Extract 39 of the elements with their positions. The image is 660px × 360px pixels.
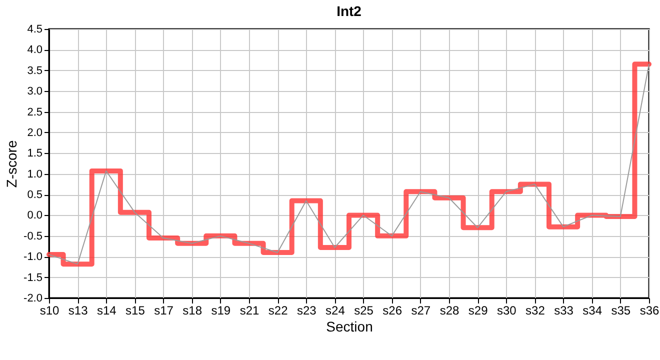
x-tick-label: s19 [211,304,231,318]
y-axis-title: Z-score [4,140,20,188]
y-tick-label: 4.0 [27,44,42,56]
x-tick-label: s30 [496,304,517,318]
x-tick-label: s32 [526,304,546,318]
y-tick-label: 0.5 [27,189,42,202]
y-tick-label: 2.0 [27,126,42,139]
x-tick-label: s17 [154,304,174,318]
x-tick-label: s13 [68,304,88,318]
x-tick-label: s33 [554,304,574,318]
x-tick-label: s27 [411,304,431,318]
y-tick-label: 1.5 [27,148,42,160]
y-tick-label: -2.0 [24,292,42,304]
x-tick-label: s26 [382,304,402,318]
x-tick-label: s22 [268,304,288,318]
x-tick-label: s24 [326,304,346,318]
x-tick-label: s28 [440,304,460,318]
x-tick-label: s14 [96,304,117,318]
x-tick-label: s23 [296,304,317,318]
y-tick-label: 4.5 [27,24,42,36]
y-tick-label: 2.5 [27,106,42,118]
x-axis-title: Section [326,318,373,334]
x-tick-label: s36 [640,304,660,318]
y-tick-label: 3.0 [27,86,42,98]
x-tick-label: s10 [40,304,60,318]
y-tick-label: -1.0 [24,251,42,264]
x-tick-label: s15 [126,304,146,318]
y-tick-label: 1.0 [27,168,42,180]
chart-title: Int2 [336,3,362,19]
x-tick-label: s21 [240,304,260,318]
x-tick-label: s18 [182,304,202,318]
y-tick-label: 0.0 [27,210,42,222]
y-tick-label: 3.5 [27,64,42,77]
x-tick-label: s34 [582,304,602,318]
x-tick-label: s29 [468,304,488,318]
y-tick-label: -0.5 [24,230,42,242]
y-tick-label: -1.5 [24,272,42,284]
x-tick-label: s35 [611,304,631,318]
x-tick-label: s25 [354,304,374,318]
